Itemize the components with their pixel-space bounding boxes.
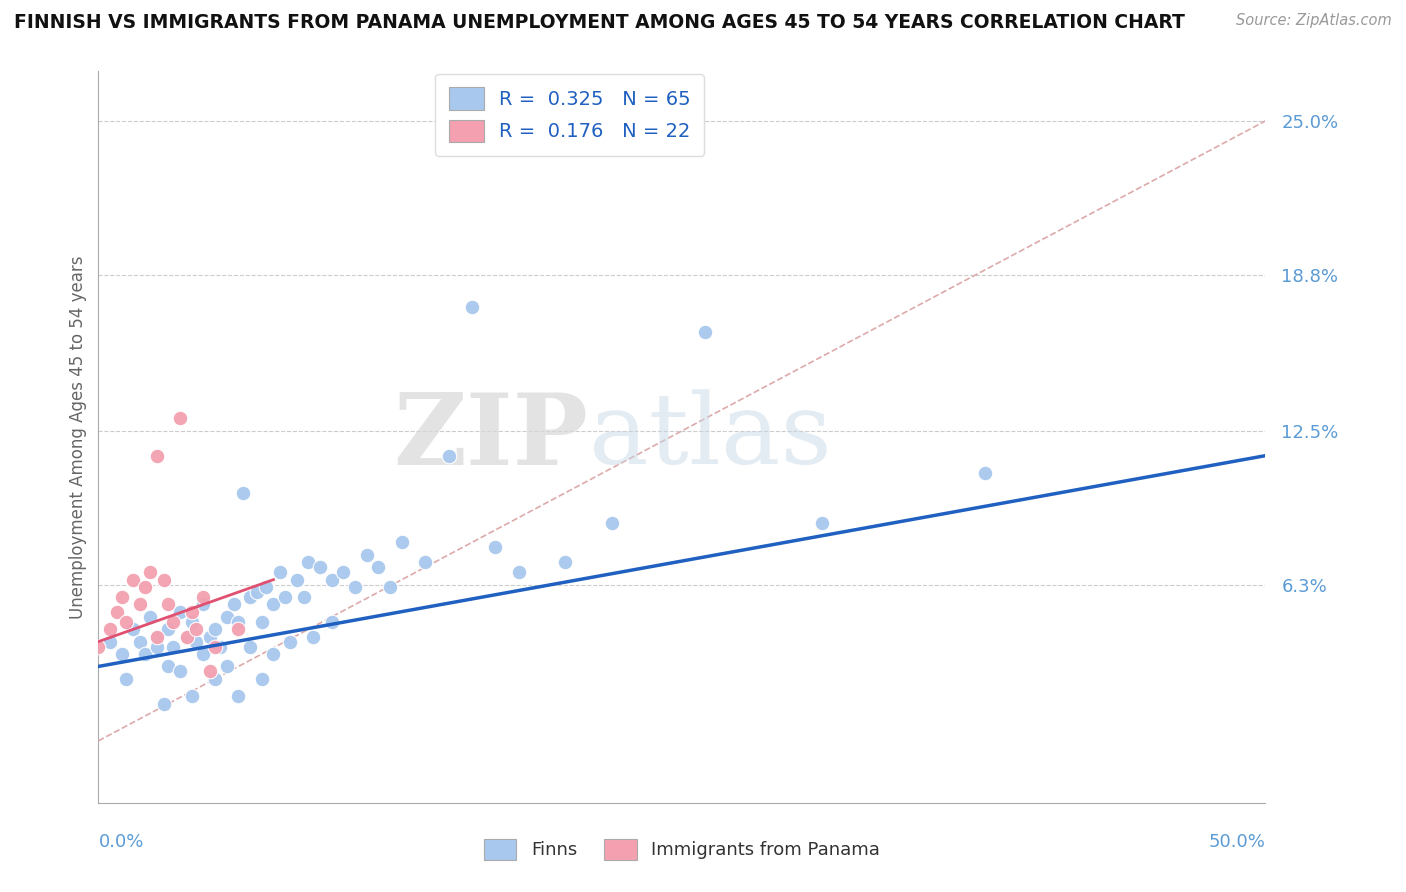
Point xyxy=(228,622,250,636)
Point xyxy=(169,411,191,425)
Point xyxy=(321,573,343,587)
Point xyxy=(134,580,156,594)
Point xyxy=(232,486,254,500)
Point xyxy=(228,615,250,629)
Point xyxy=(122,622,145,636)
Point xyxy=(129,634,152,648)
Point xyxy=(250,672,273,686)
Point xyxy=(204,622,226,636)
Point xyxy=(169,665,191,679)
Point xyxy=(484,541,506,555)
Point xyxy=(600,516,623,530)
Point xyxy=(380,580,402,594)
Point xyxy=(146,630,169,644)
Point xyxy=(176,630,198,644)
Point xyxy=(111,647,134,661)
Point xyxy=(134,647,156,661)
Text: ZIP: ZIP xyxy=(394,389,589,485)
Point xyxy=(811,516,834,530)
Point xyxy=(157,598,180,612)
Point xyxy=(200,665,222,679)
Point xyxy=(146,449,169,463)
Point xyxy=(129,598,152,612)
Point xyxy=(321,615,343,629)
Point xyxy=(204,672,226,686)
Text: Source: ZipAtlas.com: Source: ZipAtlas.com xyxy=(1236,13,1392,29)
Point xyxy=(98,622,121,636)
Point xyxy=(169,605,191,619)
Point xyxy=(332,565,354,579)
Point xyxy=(215,610,238,624)
Text: atlas: atlas xyxy=(589,389,831,485)
Point xyxy=(180,605,202,619)
Point xyxy=(180,689,202,703)
Point xyxy=(115,615,138,629)
Point xyxy=(239,590,262,604)
Point xyxy=(157,659,180,673)
Point xyxy=(461,300,484,314)
Point xyxy=(87,640,110,654)
Point xyxy=(285,573,308,587)
Point xyxy=(262,598,284,612)
Point xyxy=(215,659,238,673)
Text: 50.0%: 50.0% xyxy=(1209,832,1265,851)
Point xyxy=(152,697,174,711)
Point xyxy=(111,590,134,604)
Point xyxy=(246,585,269,599)
Point xyxy=(508,565,530,579)
Point xyxy=(98,634,121,648)
Point xyxy=(274,590,297,604)
Point xyxy=(297,555,319,569)
Point xyxy=(139,610,162,624)
Text: 0.0%: 0.0% xyxy=(98,832,143,851)
Point xyxy=(309,560,332,574)
Point xyxy=(413,555,436,569)
Point xyxy=(200,630,222,644)
Point xyxy=(204,640,226,654)
Point xyxy=(262,647,284,661)
Point xyxy=(146,640,169,654)
Point xyxy=(186,634,208,648)
Text: FINNISH VS IMMIGRANTS FROM PANAMA UNEMPLOYMENT AMONG AGES 45 TO 54 YEARS CORRELA: FINNISH VS IMMIGRANTS FROM PANAMA UNEMPL… xyxy=(14,13,1185,32)
Point xyxy=(162,615,184,629)
Point xyxy=(152,573,174,587)
Point xyxy=(180,615,202,629)
Point xyxy=(239,640,262,654)
Point xyxy=(157,622,180,636)
Point xyxy=(193,598,215,612)
Point xyxy=(391,535,413,549)
Point xyxy=(554,555,576,569)
Point xyxy=(292,590,315,604)
Legend: Finns, Immigrants from Panama: Finns, Immigrants from Panama xyxy=(477,831,887,867)
Point xyxy=(193,647,215,661)
Point xyxy=(176,630,198,644)
Point xyxy=(105,605,128,619)
Point xyxy=(115,672,138,686)
Point xyxy=(974,466,997,480)
Point xyxy=(269,565,291,579)
Point xyxy=(356,548,378,562)
Point xyxy=(250,615,273,629)
Point xyxy=(256,580,278,594)
Point xyxy=(695,325,717,339)
Point xyxy=(302,630,325,644)
Point xyxy=(193,590,215,604)
Point xyxy=(278,634,301,648)
Point xyxy=(344,580,367,594)
Point xyxy=(146,630,169,644)
Point xyxy=(186,622,208,636)
Point xyxy=(228,689,250,703)
Point xyxy=(367,560,389,574)
Y-axis label: Unemployment Among Ages 45 to 54 years: Unemployment Among Ages 45 to 54 years xyxy=(69,255,87,619)
Point xyxy=(437,449,460,463)
Point xyxy=(162,640,184,654)
Point xyxy=(208,640,231,654)
Point xyxy=(222,598,245,612)
Point xyxy=(139,565,162,579)
Point xyxy=(122,573,145,587)
